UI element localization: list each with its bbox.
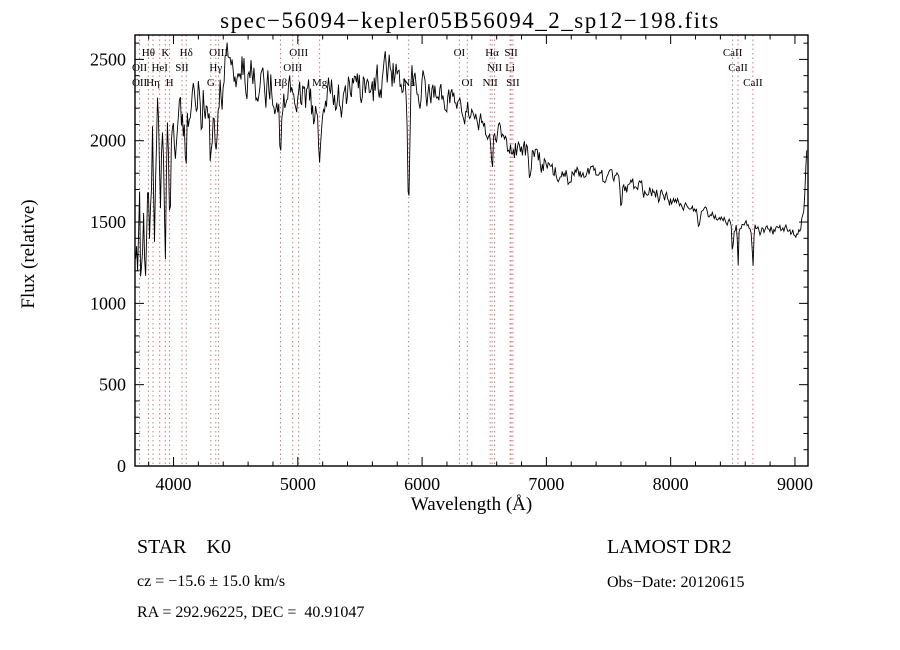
y-tick-label: 1000 bbox=[90, 293, 126, 313]
spectral-line-label: Hδ bbox=[180, 47, 193, 59]
spectral-line-label: OI bbox=[461, 77, 473, 89]
spectral-line-label: OII bbox=[132, 62, 148, 74]
y-tick-label: 500 bbox=[99, 375, 126, 395]
plot-frame bbox=[134, 34, 809, 467]
spectral-line-label: CaII bbox=[743, 77, 763, 89]
spectral-line-label: HeI bbox=[151, 62, 168, 74]
ra-dec-value: RA = 292.96225, DEC = 40.91047 bbox=[137, 604, 365, 621]
spectral-line-label: NII bbox=[487, 62, 503, 74]
x-tick-label: 4000 bbox=[156, 474, 192, 494]
spectral-line-label: OIII bbox=[283, 62, 302, 74]
spectral-line-label: SII bbox=[506, 77, 520, 89]
spectral-line-label: OI bbox=[454, 47, 466, 59]
spectral-line-label: Li bbox=[505, 62, 515, 74]
spectral-line-label: CaII bbox=[723, 47, 743, 59]
x-tick-label: 8000 bbox=[653, 474, 689, 494]
spectral-line-label: OIII bbox=[289, 47, 308, 59]
x-tick-label: 5000 bbox=[280, 474, 316, 494]
cz-value: cz = −15.6 ± 15.0 km/s bbox=[137, 573, 286, 590]
y-tick-label: 2000 bbox=[90, 131, 126, 151]
spectral-line-label: SII bbox=[504, 47, 518, 59]
x-tick-label: 7000 bbox=[528, 474, 564, 494]
spectral-line-label: Hθ bbox=[142, 47, 155, 59]
x-axis-label: Wavelength (Å) bbox=[410, 494, 533, 515]
spectral-line-label: Hη bbox=[146, 77, 160, 89]
spectral-line-label: Hβ bbox=[274, 77, 288, 89]
y-tick-label: 0 bbox=[117, 456, 126, 476]
spectral-line-label: OII bbox=[132, 77, 148, 89]
x-tick-label: 6000 bbox=[404, 474, 440, 494]
spectral-line-label: OIII bbox=[209, 47, 228, 59]
spectral-line-label: Mg bbox=[312, 77, 328, 89]
y-axis-label: Flux (relative) bbox=[18, 199, 39, 309]
object-class-label: STAR K0 bbox=[137, 536, 231, 558]
spectrum-line bbox=[135, 42, 808, 277]
spectral-line-label: NII bbox=[483, 77, 499, 89]
survey-label: LAMOST DR2 bbox=[607, 536, 732, 558]
spectral-line-label: G bbox=[207, 77, 215, 89]
spectral-line-label: Hα bbox=[485, 47, 499, 59]
y-tick-label: 2500 bbox=[90, 49, 126, 69]
spectral-line-label: CaII bbox=[728, 62, 748, 74]
spectral-line-label: SII bbox=[175, 62, 189, 74]
spectral-line-label: H bbox=[166, 77, 174, 89]
spectral-line-label: Hγ bbox=[209, 62, 222, 74]
y-tick-label: 1500 bbox=[90, 212, 126, 232]
plot-title: spec−56094−kepler05B56094_2_sp12−198.fit… bbox=[220, 8, 720, 33]
spectral-line-label: K bbox=[161, 47, 169, 59]
obs-date-value: Obs−Date: 20120615 bbox=[607, 574, 745, 591]
x-tick-label: 9000 bbox=[777, 474, 813, 494]
